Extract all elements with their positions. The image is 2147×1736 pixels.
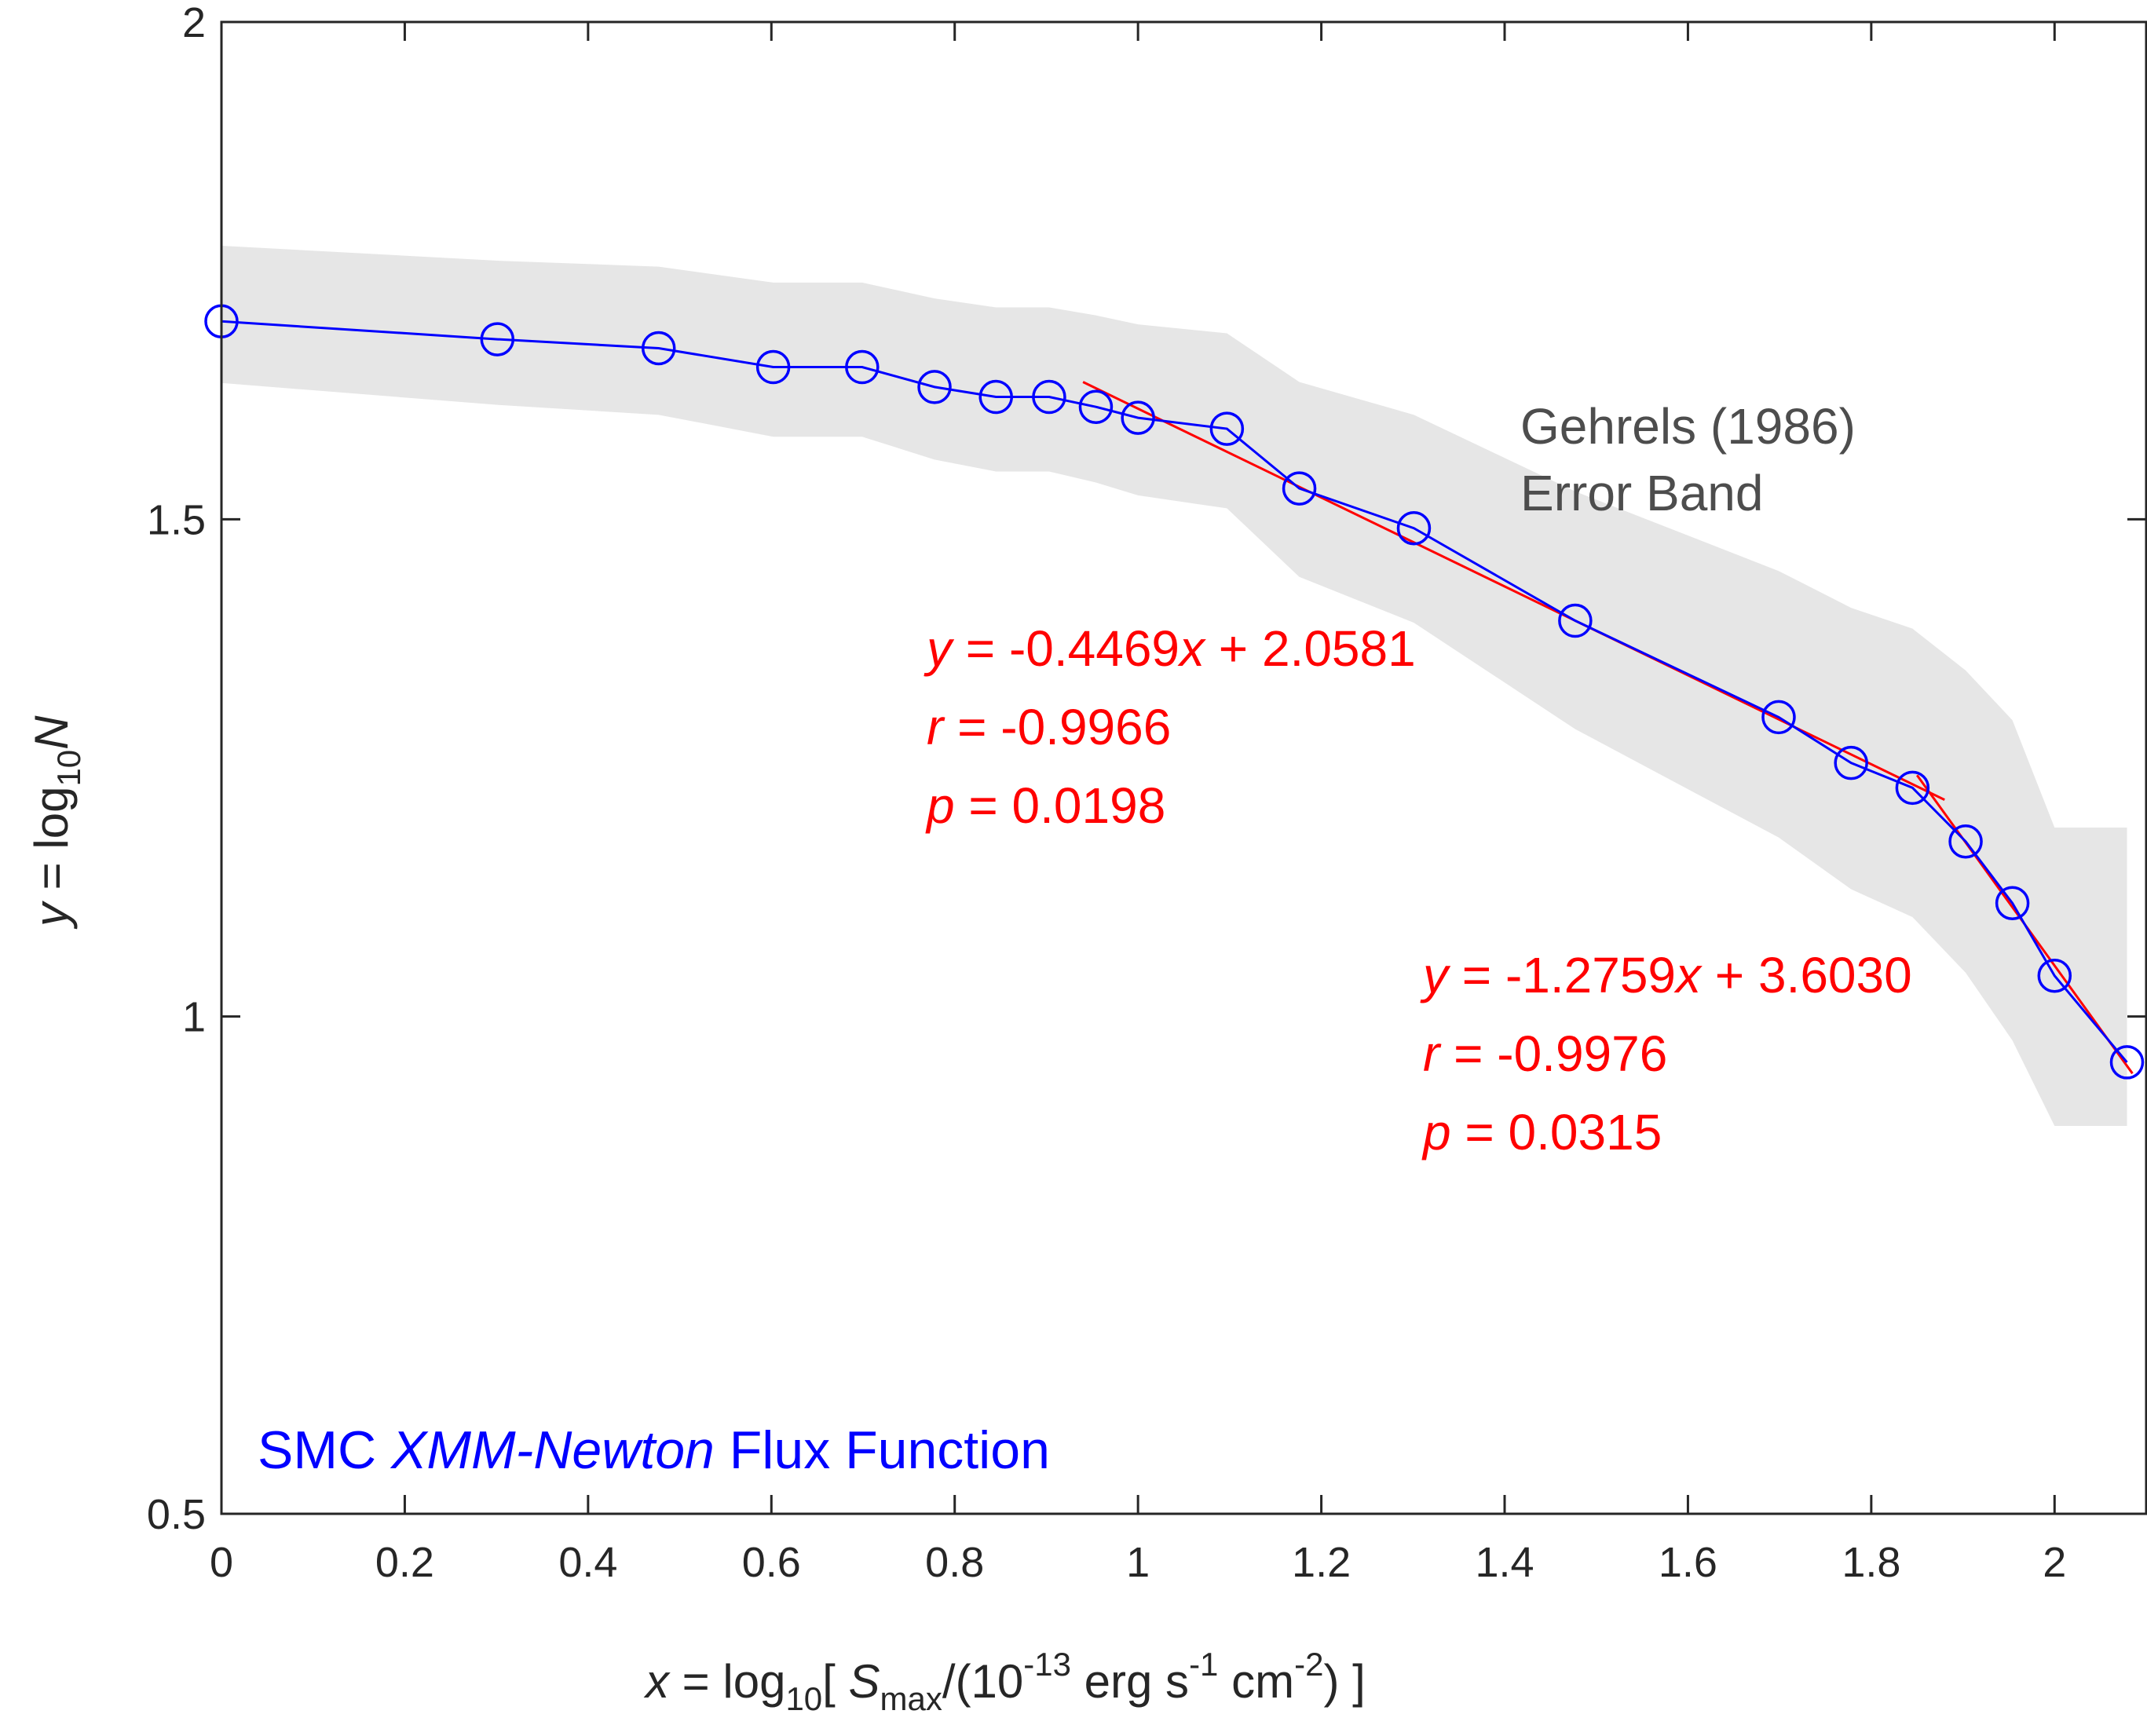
x-tick-label: 2 bbox=[2043, 1539, 2066, 1586]
x-tick-label: 0.2 bbox=[375, 1539, 434, 1586]
x-tick-label: 0.4 bbox=[558, 1539, 617, 1586]
data-point bbox=[1834, 745, 1868, 780]
data-point bbox=[480, 322, 515, 356]
data-point bbox=[2037, 958, 2072, 993]
fit1-equation: y = -0.4469x + 2.0581 bbox=[924, 620, 1416, 677]
data-point bbox=[755, 349, 791, 385]
data-point bbox=[845, 349, 880, 385]
x-tick-label: 1 bbox=[1126, 1539, 1150, 1586]
data-point bbox=[1895, 770, 1930, 806]
data-point bbox=[1121, 400, 1155, 435]
data-point bbox=[641, 331, 676, 366]
x-tick-label: 1.2 bbox=[1292, 1539, 1351, 1586]
series-label: SMC XMM-Newton Flux Function bbox=[258, 1420, 1050, 1480]
x-tick-label: 1.6 bbox=[1659, 1539, 1717, 1586]
data-point bbox=[978, 379, 1013, 415]
band-label-line2: Error Band bbox=[1520, 465, 1763, 521]
y-axis-label: y = log10N bbox=[25, 715, 87, 930]
x-tick-label: 0.6 bbox=[742, 1539, 801, 1586]
band-label-line1: Gehrels (1986) bbox=[1520, 398, 1856, 455]
data-point bbox=[1282, 471, 1317, 506]
x-axis-label: x = log10[ Smax/(10-13 erg s-1 cm-2) ] bbox=[643, 1646, 1366, 1717]
plot-frame bbox=[220, 20, 2147, 1515]
y-tick-label: 0.5 bbox=[147, 1491, 206, 1538]
series-line bbox=[221, 320, 2128, 1063]
fit1-p: p = 0.0198 bbox=[925, 777, 1165, 834]
data-point bbox=[2109, 1045, 2145, 1080]
x-tick-label: 0 bbox=[210, 1539, 233, 1586]
data-point bbox=[1032, 379, 1066, 415]
data-point bbox=[917, 370, 952, 404]
data-point bbox=[1558, 603, 1593, 638]
data-point bbox=[1948, 824, 1983, 859]
data-point bbox=[1396, 510, 1432, 546]
x-tick-label: 1.4 bbox=[1475, 1539, 1534, 1586]
fit1-r: r = -0.9966 bbox=[927, 699, 1171, 755]
data-point bbox=[1209, 411, 1245, 446]
axes-layer: 0 0.2 0.4 0.6 0.8 1 1.2 1.4 1.6 1.8 2 0.5 1 1.5 2 bbox=[147, 0, 2147, 1586]
fit2-r: r = -0.9976 bbox=[1423, 1025, 1667, 1082]
x-tick-label: 1.8 bbox=[1842, 1539, 1900, 1586]
y-tick-label: 2 bbox=[182, 0, 206, 46]
y-tick-label: 1.5 bbox=[147, 496, 206, 543]
x-tick-label: 0.8 bbox=[925, 1539, 984, 1586]
data-point bbox=[1078, 389, 1114, 424]
fit2-equation: y = -1.2759x + 3.6030 bbox=[1420, 947, 1912, 1003]
data-point bbox=[1761, 700, 1796, 735]
fit2-p: p = 0.0315 bbox=[1421, 1104, 1662, 1160]
y-tick-label: 1 bbox=[182, 994, 206, 1041]
data-point bbox=[1995, 886, 2030, 921]
